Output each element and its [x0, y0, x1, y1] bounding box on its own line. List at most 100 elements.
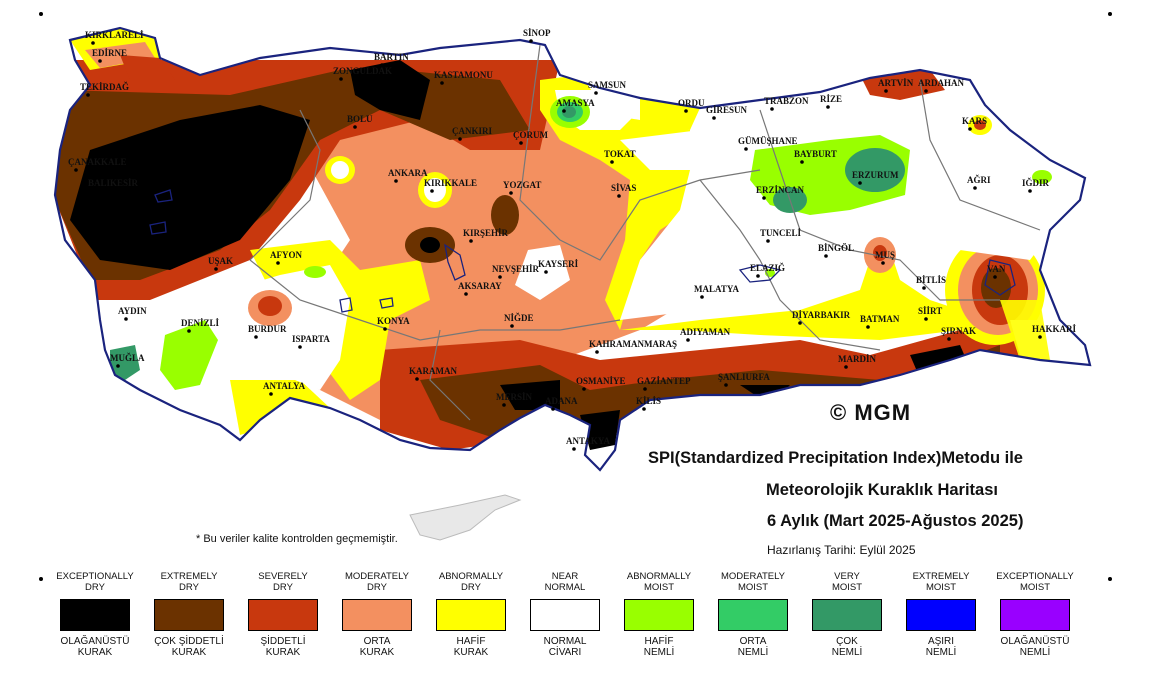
- city-dot: [993, 275, 997, 279]
- city-name: ZONGULDAK: [333, 66, 392, 76]
- legend-swatch: [624, 599, 694, 631]
- legend-item: MODERATELY DRY ORTA KURAK: [332, 571, 422, 658]
- city-label: ANTALYA: [263, 381, 306, 396]
- city-dot: [762, 196, 766, 200]
- city-label: YOZGAT: [503, 180, 541, 195]
- legend-label-tr: NORMAL CİVARI: [543, 636, 587, 658]
- prepared-date: Hazırlanış Tarihi: Eylül 2025: [767, 543, 916, 557]
- city-dot: [510, 324, 514, 328]
- city-dot: [800, 160, 804, 164]
- city-dot: [415, 377, 419, 381]
- city-name: ELAZIĞ: [750, 263, 785, 273]
- city-label: TOKAT: [604, 149, 636, 164]
- legend-label-tr: HAFİF NEMLİ: [643, 636, 675, 658]
- legend-swatch: [248, 599, 318, 631]
- city-name: ISPARTA: [292, 334, 330, 344]
- legend-label-tr: OLAĞANÜSTÜ NEMLİ: [1000, 636, 1070, 658]
- city-dot: [254, 335, 258, 339]
- city-name: SİVAS: [611, 183, 636, 193]
- city-dot: [684, 109, 688, 113]
- legend-label-en: NEAR NORMAL: [544, 571, 586, 593]
- city-label: BARTIN: [374, 52, 409, 67]
- legend-item: EXTREMELY DRY ÇOK ŞİDDETLİ KURAK: [144, 571, 234, 658]
- city-label: GAZİANTEP: [637, 376, 691, 391]
- city-dot: [617, 194, 621, 198]
- city-label: AKSARAY: [458, 281, 502, 296]
- legend-swatch: [342, 599, 412, 631]
- city-label: ZONGULDAK: [333, 66, 392, 81]
- city-label: UŞAK: [208, 256, 233, 271]
- city-label: SİİRT: [918, 306, 942, 321]
- city-dot: [642, 407, 646, 411]
- legend-item: ABNORMALLY MOIST HAFİF NEMLİ: [614, 571, 704, 658]
- city-dot: [469, 239, 473, 243]
- city-label: EDİRNE: [92, 48, 127, 63]
- city-name: TOKAT: [604, 149, 636, 159]
- legend-swatch: [530, 599, 600, 631]
- legend-swatch: [1000, 599, 1070, 631]
- city-name: MALATYA: [694, 284, 740, 294]
- city-name: SAMSUN: [588, 80, 627, 90]
- city-label: AĞRI: [967, 175, 991, 190]
- city-dot: [643, 387, 647, 391]
- city-label: HAKKARİ: [1032, 324, 1077, 339]
- city-dot: [595, 350, 599, 354]
- legend-item: NEAR NORMAL NORMAL CİVARI: [520, 571, 610, 658]
- city-label: ERZİNCAN: [756, 185, 805, 200]
- city-label: OSMANİYE: [576, 376, 626, 391]
- cyprus: [409, 494, 522, 541]
- city-name: KIRIKKALE: [424, 178, 477, 188]
- city-name: KAYSERİ: [538, 259, 579, 269]
- city-dot: [858, 181, 862, 185]
- city-label: BAYBURT: [794, 149, 837, 164]
- city-label: SAMSUN: [588, 80, 627, 95]
- city-name: BATMAN: [860, 314, 900, 324]
- city-name: ÇORUM: [513, 130, 548, 140]
- city-name: KIRKLARELİ: [85, 30, 144, 40]
- city-label: ŞIRNAK: [941, 326, 976, 341]
- city-label: ANKARA: [388, 168, 428, 183]
- legend-label-en: EXTREMELY DRY: [160, 571, 218, 593]
- city-label: MUŞ: [875, 250, 895, 265]
- city-name: ÇANAKKALE: [68, 157, 127, 167]
- city-dot: [686, 338, 690, 342]
- city-label: TRABZON: [764, 96, 809, 111]
- city-dot: [881, 261, 885, 265]
- city-name: MUĞLA: [110, 353, 145, 363]
- city-label: ÇANAKKALE: [68, 157, 127, 172]
- city-name: ANKARA: [388, 168, 428, 178]
- city-name: SİİRT: [918, 306, 942, 316]
- city-dot: [884, 89, 888, 93]
- city-dot: [544, 270, 548, 274]
- city-dot: [509, 191, 513, 195]
- city-dot: [74, 168, 78, 172]
- city-label: BALIKESİR: [88, 178, 139, 193]
- city-name: KARS: [962, 116, 987, 126]
- city-name: MERSİN: [496, 392, 533, 402]
- legend-item: MODERATELY MOIST ORTA NEMLİ: [708, 571, 798, 658]
- city-dot: [440, 81, 444, 85]
- city-name: TEKİRDAĞ: [80, 82, 129, 92]
- legend-swatch: [60, 599, 130, 631]
- city-dot: [498, 275, 502, 279]
- city-label: ERZURUM: [852, 170, 899, 185]
- legend-swatch: [718, 599, 788, 631]
- city-name: IĞDIR: [1022, 178, 1050, 188]
- city-name: GAZİANTEP: [637, 376, 691, 386]
- city-label: ÇORUM: [513, 130, 548, 145]
- drought-categories: [55, 28, 1090, 470]
- city-label: KARS: [962, 116, 987, 131]
- city-label: NİĞDE: [504, 313, 534, 328]
- city-name: ERZİNCAN: [756, 185, 805, 195]
- city-label: KIRKLARELİ: [85, 30, 144, 45]
- city-label: ÇANKIRI: [452, 126, 493, 141]
- legend-label-en: EXCEPTIONALLY DRY: [56, 571, 134, 593]
- city-dot: [924, 89, 928, 93]
- city-name: ÇANKIRI: [452, 126, 493, 136]
- city-name: VAN: [987, 264, 1006, 274]
- city-name: MUŞ: [875, 250, 895, 260]
- city-name: AFYON: [270, 250, 302, 260]
- city-name: MARDİN: [838, 354, 876, 364]
- city-name: BİTLİS: [916, 275, 946, 285]
